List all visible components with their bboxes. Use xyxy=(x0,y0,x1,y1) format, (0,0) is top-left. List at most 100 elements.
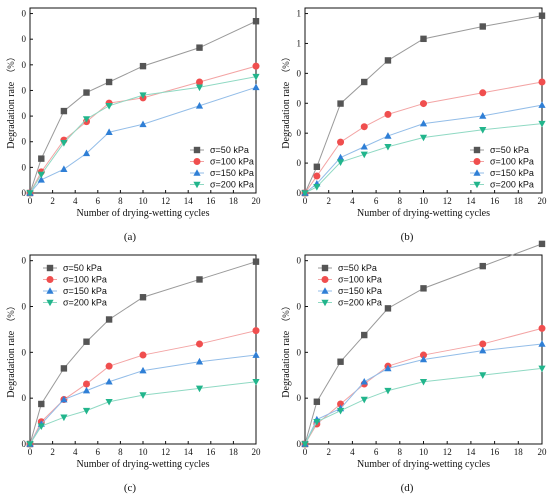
data-point xyxy=(252,83,260,91)
data-point xyxy=(384,364,392,372)
data-point xyxy=(479,346,487,354)
data-point xyxy=(82,116,91,123)
x-tick-label: 20 xyxy=(538,196,548,206)
series-2 xyxy=(26,327,260,448)
y-tick-label: 0 xyxy=(297,393,302,403)
data-point xyxy=(105,316,113,323)
x-tick-label: 16 xyxy=(206,196,216,206)
x-tick-label: 2 xyxy=(326,447,331,457)
legend-label: σ=100 kPa xyxy=(490,157,534,167)
y-axis-title-text: Degradation rate xyxy=(6,81,17,148)
y-tick-label: 1 xyxy=(297,38,302,48)
legend-label: σ=50 kPa xyxy=(490,145,529,155)
series-3 xyxy=(26,83,260,196)
data-point xyxy=(538,340,546,347)
series-line xyxy=(304,343,543,445)
legend-label: σ=150 kPa xyxy=(490,168,534,178)
data-point xyxy=(360,396,368,404)
data-point xyxy=(479,126,487,134)
x-tick-label: 14 xyxy=(466,196,476,206)
data-point xyxy=(420,100,427,108)
y-axis-title-unit: （%） xyxy=(6,52,16,78)
data-point xyxy=(196,78,203,86)
data-point xyxy=(538,101,546,108)
data-point xyxy=(336,153,345,161)
data-point xyxy=(313,163,321,170)
data-point xyxy=(538,78,546,86)
data-point xyxy=(60,395,68,403)
data-point xyxy=(384,132,392,139)
x-tick-label: 6 xyxy=(96,196,101,206)
data-point xyxy=(105,377,113,385)
y-tick-label: 0 xyxy=(297,188,302,198)
y-axis-title-text: Degradation rate xyxy=(281,330,292,397)
y-axis-title-text: Degradation rate xyxy=(281,81,292,148)
data-point xyxy=(196,340,203,348)
data-point xyxy=(419,119,428,127)
series-line xyxy=(304,243,543,445)
series-line xyxy=(304,15,543,194)
data-point xyxy=(60,365,68,372)
data-point xyxy=(384,305,392,312)
y-axis-title-unit: （%） xyxy=(281,52,291,78)
series-line xyxy=(304,327,543,445)
x-tick-label: 18 xyxy=(229,447,239,457)
x-tick-label: 0 xyxy=(303,196,308,206)
series-line xyxy=(304,367,543,445)
y-tick-label: 0 xyxy=(22,162,27,172)
data-point xyxy=(419,378,428,386)
legend-label: σ=200 kPa xyxy=(63,298,107,308)
legend-marker xyxy=(193,146,201,154)
data-point xyxy=(139,120,147,128)
x-tick-label: 2 xyxy=(326,196,331,206)
legend-label: σ=50 kPa xyxy=(210,145,249,155)
legend-marker xyxy=(46,264,54,272)
data-point xyxy=(313,184,321,191)
legend-label: σ=200 kPa xyxy=(210,180,254,190)
x-tick-label: 16 xyxy=(490,196,500,206)
data-point xyxy=(479,112,487,119)
data-point xyxy=(313,418,321,426)
data-point xyxy=(252,62,260,70)
data-point xyxy=(337,358,344,365)
data-point xyxy=(337,100,344,107)
data-point xyxy=(252,18,260,25)
data-point xyxy=(479,23,486,30)
legend-marker xyxy=(46,299,54,307)
data-point xyxy=(139,92,147,100)
x-tick-label: 12 xyxy=(161,196,170,206)
x-tick-label: 8 xyxy=(118,447,123,457)
data-point xyxy=(139,294,147,301)
x-axis-title: Number of drying-wetting cycles xyxy=(76,459,209,470)
series-line xyxy=(29,20,257,194)
data-point xyxy=(360,377,368,385)
series-3 xyxy=(301,340,546,447)
data-point xyxy=(195,84,204,92)
data-point xyxy=(195,357,204,365)
data-point xyxy=(361,331,368,339)
x-tick-label: 18 xyxy=(229,196,239,206)
data-point xyxy=(252,73,260,81)
x-tick-label: 18 xyxy=(514,196,524,206)
data-point xyxy=(301,190,309,197)
data-point xyxy=(252,258,260,265)
data-point xyxy=(105,78,113,86)
data-point xyxy=(139,62,147,70)
y-tick-label: 0 xyxy=(297,439,302,449)
data-point xyxy=(82,386,91,394)
data-point xyxy=(82,407,91,415)
legend-marker xyxy=(193,158,201,165)
data-point xyxy=(313,398,321,405)
legend-label: σ=150 kPa xyxy=(63,286,107,296)
legend-marker xyxy=(473,146,481,154)
panel-caption: (b) xyxy=(401,231,414,243)
data-point xyxy=(252,351,260,358)
legend-label: σ=100 kPa xyxy=(338,275,382,285)
x-tick-label: 10 xyxy=(139,196,149,206)
legend-label: σ=100 kPa xyxy=(63,275,107,285)
x-tick-label: 14 xyxy=(184,196,194,206)
series-line xyxy=(304,81,543,194)
